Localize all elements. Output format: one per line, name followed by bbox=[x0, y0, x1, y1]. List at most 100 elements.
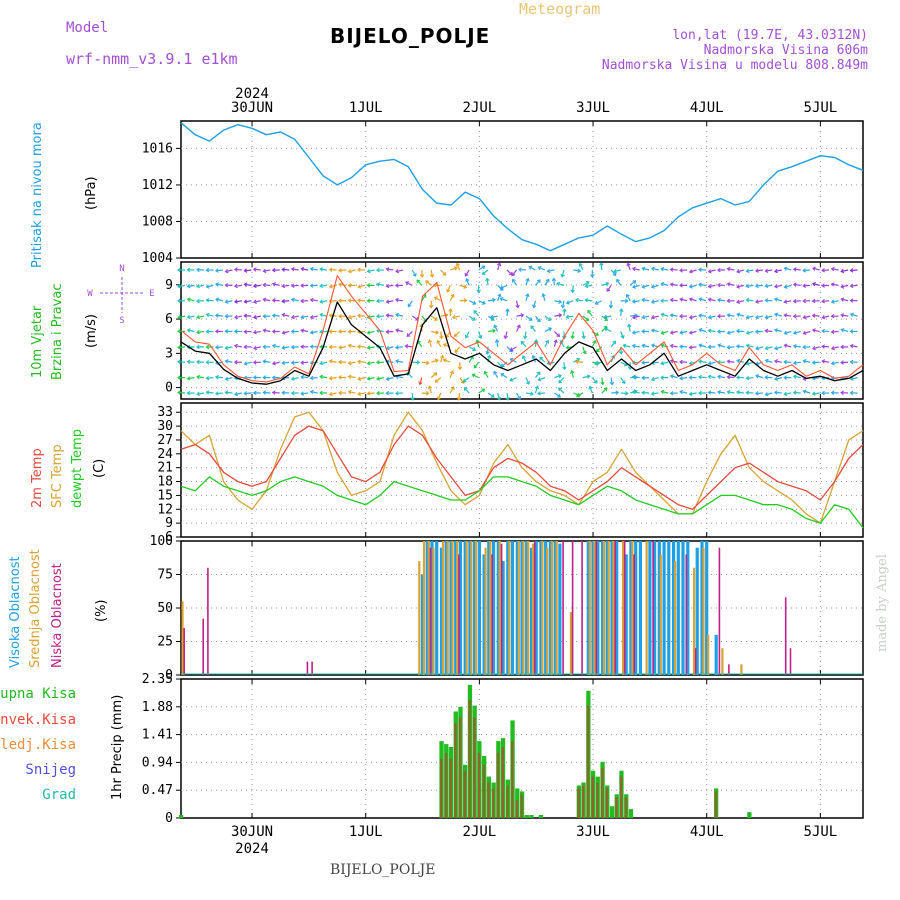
temp-unit-label: (C) bbox=[92, 458, 107, 478]
wind-arrow bbox=[553, 331, 560, 337]
wind-arrow-head bbox=[509, 377, 514, 382]
wind-arrow bbox=[727, 330, 735, 334]
wind-arrow-head bbox=[599, 262, 604, 266]
wind-arrow bbox=[464, 269, 470, 277]
cloud-bar bbox=[707, 634, 710, 675]
wind-arrow-head bbox=[205, 390, 210, 395]
wind-arrow bbox=[620, 331, 624, 339]
wind-arrow bbox=[784, 330, 792, 335]
wind-arrow-head bbox=[475, 339, 480, 344]
model-label: Model bbox=[66, 20, 109, 36]
wind-arrow-head bbox=[319, 344, 323, 349]
wind-arrow-head bbox=[745, 361, 750, 366]
wind-arrow-head bbox=[531, 354, 536, 359]
wind-arrow-head bbox=[565, 314, 570, 320]
wind-arrow bbox=[419, 377, 423, 385]
wind-arrow bbox=[525, 392, 534, 395]
wind-arrow-head bbox=[224, 299, 229, 304]
wind-arrow-head bbox=[281, 267, 286, 272]
cloud-bar bbox=[558, 543, 562, 675]
wind-arrow bbox=[699, 328, 707, 333]
precip-total-bar bbox=[747, 812, 752, 818]
wind-arrow-head bbox=[281, 360, 286, 366]
cloud-unit-label: (%) bbox=[94, 599, 109, 623]
wind-arrow-head bbox=[433, 372, 438, 377]
wind-arrow bbox=[431, 359, 439, 363]
wind-arrow-head bbox=[621, 380, 626, 385]
wind-arrow-head bbox=[717, 343, 722, 348]
wind-arrow-head bbox=[511, 278, 516, 283]
wind-arrow-head bbox=[783, 359, 788, 365]
wind-arrow bbox=[301, 376, 309, 379]
wind-arrow bbox=[601, 315, 608, 321]
wind-arrow bbox=[803, 330, 811, 335]
wind-arrow-head bbox=[442, 272, 447, 276]
cloud-bar bbox=[510, 541, 515, 675]
wind-arrow-head bbox=[357, 298, 361, 303]
wind-arrow bbox=[524, 331, 527, 339]
wind-arrow bbox=[459, 284, 467, 288]
wind-arrow-head bbox=[812, 281, 816, 287]
wind-arrow bbox=[573, 269, 581, 272]
wind-arrow bbox=[803, 360, 811, 363]
wind-arrow-head bbox=[821, 390, 825, 396]
precip-conv-bar bbox=[619, 776, 623, 818]
wind-arrow-head bbox=[357, 267, 361, 273]
wind-arrow bbox=[215, 376, 223, 379]
wind-arrow bbox=[187, 315, 195, 319]
wind-arrow bbox=[698, 376, 707, 379]
bottom-year-label: 2024 bbox=[235, 841, 269, 857]
wind-arrow bbox=[784, 300, 792, 303]
wind-arrow-head bbox=[453, 266, 458, 271]
wind-arrow bbox=[774, 360, 782, 363]
wind-arrow-head bbox=[546, 268, 551, 274]
precip-total-bar bbox=[529, 815, 534, 818]
wind-arrow bbox=[522, 355, 527, 363]
wind-arrow-head bbox=[319, 267, 324, 272]
wind-arrow-head bbox=[830, 345, 835, 351]
cloud-bar bbox=[456, 541, 459, 675]
wind-arrow-head bbox=[545, 339, 550, 344]
wind-arrow-head bbox=[707, 344, 712, 350]
wind-arrow-head bbox=[516, 324, 521, 329]
wind-arrow-head bbox=[783, 313, 788, 318]
wind-arrow bbox=[774, 298, 782, 302]
wind-arrow bbox=[520, 341, 527, 348]
wind-arrow-head bbox=[376, 282, 381, 287]
wind-arrow-head bbox=[792, 344, 797, 349]
wind-arrow-head bbox=[840, 344, 844, 350]
wind-arrow-head bbox=[679, 344, 683, 349]
wind-arrow-head bbox=[493, 324, 498, 329]
precip-conv-bar bbox=[714, 791, 718, 818]
wind-arrow bbox=[504, 331, 508, 339]
wind-arrow-head bbox=[243, 268, 248, 273]
cloud-bar bbox=[615, 541, 619, 675]
wind-arrow-head bbox=[669, 297, 674, 303]
wind-arrow-head bbox=[243, 282, 248, 287]
wind-arrow-head bbox=[726, 374, 731, 380]
wind-arrow-head bbox=[357, 391, 362, 397]
wind-arrow bbox=[506, 309, 509, 317]
wind-arrow bbox=[582, 281, 590, 286]
wind-arrow-head bbox=[773, 284, 778, 289]
wind-arrow-head bbox=[195, 267, 200, 273]
wind-arrow bbox=[358, 284, 366, 288]
temp2m-line bbox=[180, 425, 864, 510]
wind-arrow bbox=[784, 267, 792, 271]
wind-arrow bbox=[177, 391, 186, 394]
wind-arrow-head bbox=[562, 366, 567, 371]
wind-arrow-head bbox=[631, 266, 636, 272]
wind-arrow-head bbox=[385, 283, 390, 289]
wind-arrow-head bbox=[224, 359, 229, 364]
wind-arrow bbox=[459, 377, 465, 384]
wind-arrow bbox=[689, 392, 697, 395]
wind-arrow bbox=[558, 387, 565, 394]
wind-arrow bbox=[670, 314, 678, 317]
wind-arrow bbox=[812, 361, 820, 364]
wind-arrow bbox=[755, 284, 763, 287]
wind-arrow-head bbox=[290, 376, 295, 381]
wind-arrow-head bbox=[774, 328, 778, 333]
wind-arrow bbox=[661, 330, 669, 335]
wind-arrow-head bbox=[233, 329, 238, 334]
